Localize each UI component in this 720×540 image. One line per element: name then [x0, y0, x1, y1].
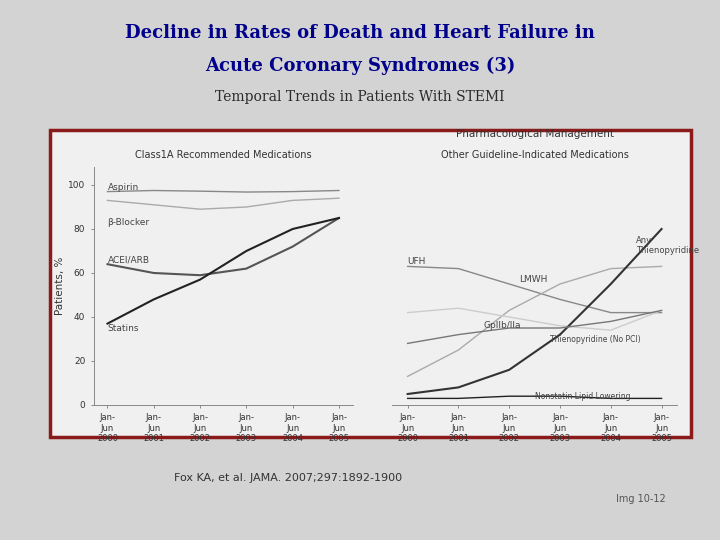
Text: Pharmacological Management: Pharmacological Management — [456, 129, 613, 139]
Y-axis label: Patients, %: Patients, % — [55, 257, 66, 315]
Text: GpIIb/IIa: GpIIb/IIa — [484, 321, 521, 330]
Text: Nonstatin Lipid Lowering: Nonstatin Lipid Lowering — [534, 392, 630, 401]
Text: Any
Thienopyridine: Any Thienopyridine — [636, 236, 699, 255]
Text: Decline in Rates of Death and Heart Failure in: Decline in Rates of Death and Heart Fail… — [125, 24, 595, 42]
Text: ACEI/ARB: ACEI/ARB — [107, 255, 150, 264]
Text: Class1A Recommended Medications: Class1A Recommended Medications — [135, 150, 312, 160]
Text: Aspirin: Aspirin — [107, 183, 139, 192]
Text: Fox KA, et al. JAMA. 2007;297:1892-1900: Fox KA, et al. JAMA. 2007;297:1892-1900 — [174, 473, 402, 483]
Text: Thienopyridine (No PCI): Thienopyridine (No PCI) — [550, 335, 641, 343]
Text: β-Blocker: β-Blocker — [107, 218, 150, 227]
Text: Img 10-12: Img 10-12 — [616, 495, 665, 504]
Text: Acute Coronary Syndromes (3): Acute Coronary Syndromes (3) — [204, 57, 516, 75]
Text: Temporal Trends in Patients With STEMI: Temporal Trends in Patients With STEMI — [215, 90, 505, 104]
FancyBboxPatch shape — [50, 130, 691, 437]
Text: LMWH: LMWH — [519, 275, 548, 284]
Text: Other Guideline-Indicated Medications: Other Guideline-Indicated Medications — [441, 150, 629, 160]
Text: UFH: UFH — [408, 258, 426, 266]
Text: Statins: Statins — [107, 323, 139, 333]
